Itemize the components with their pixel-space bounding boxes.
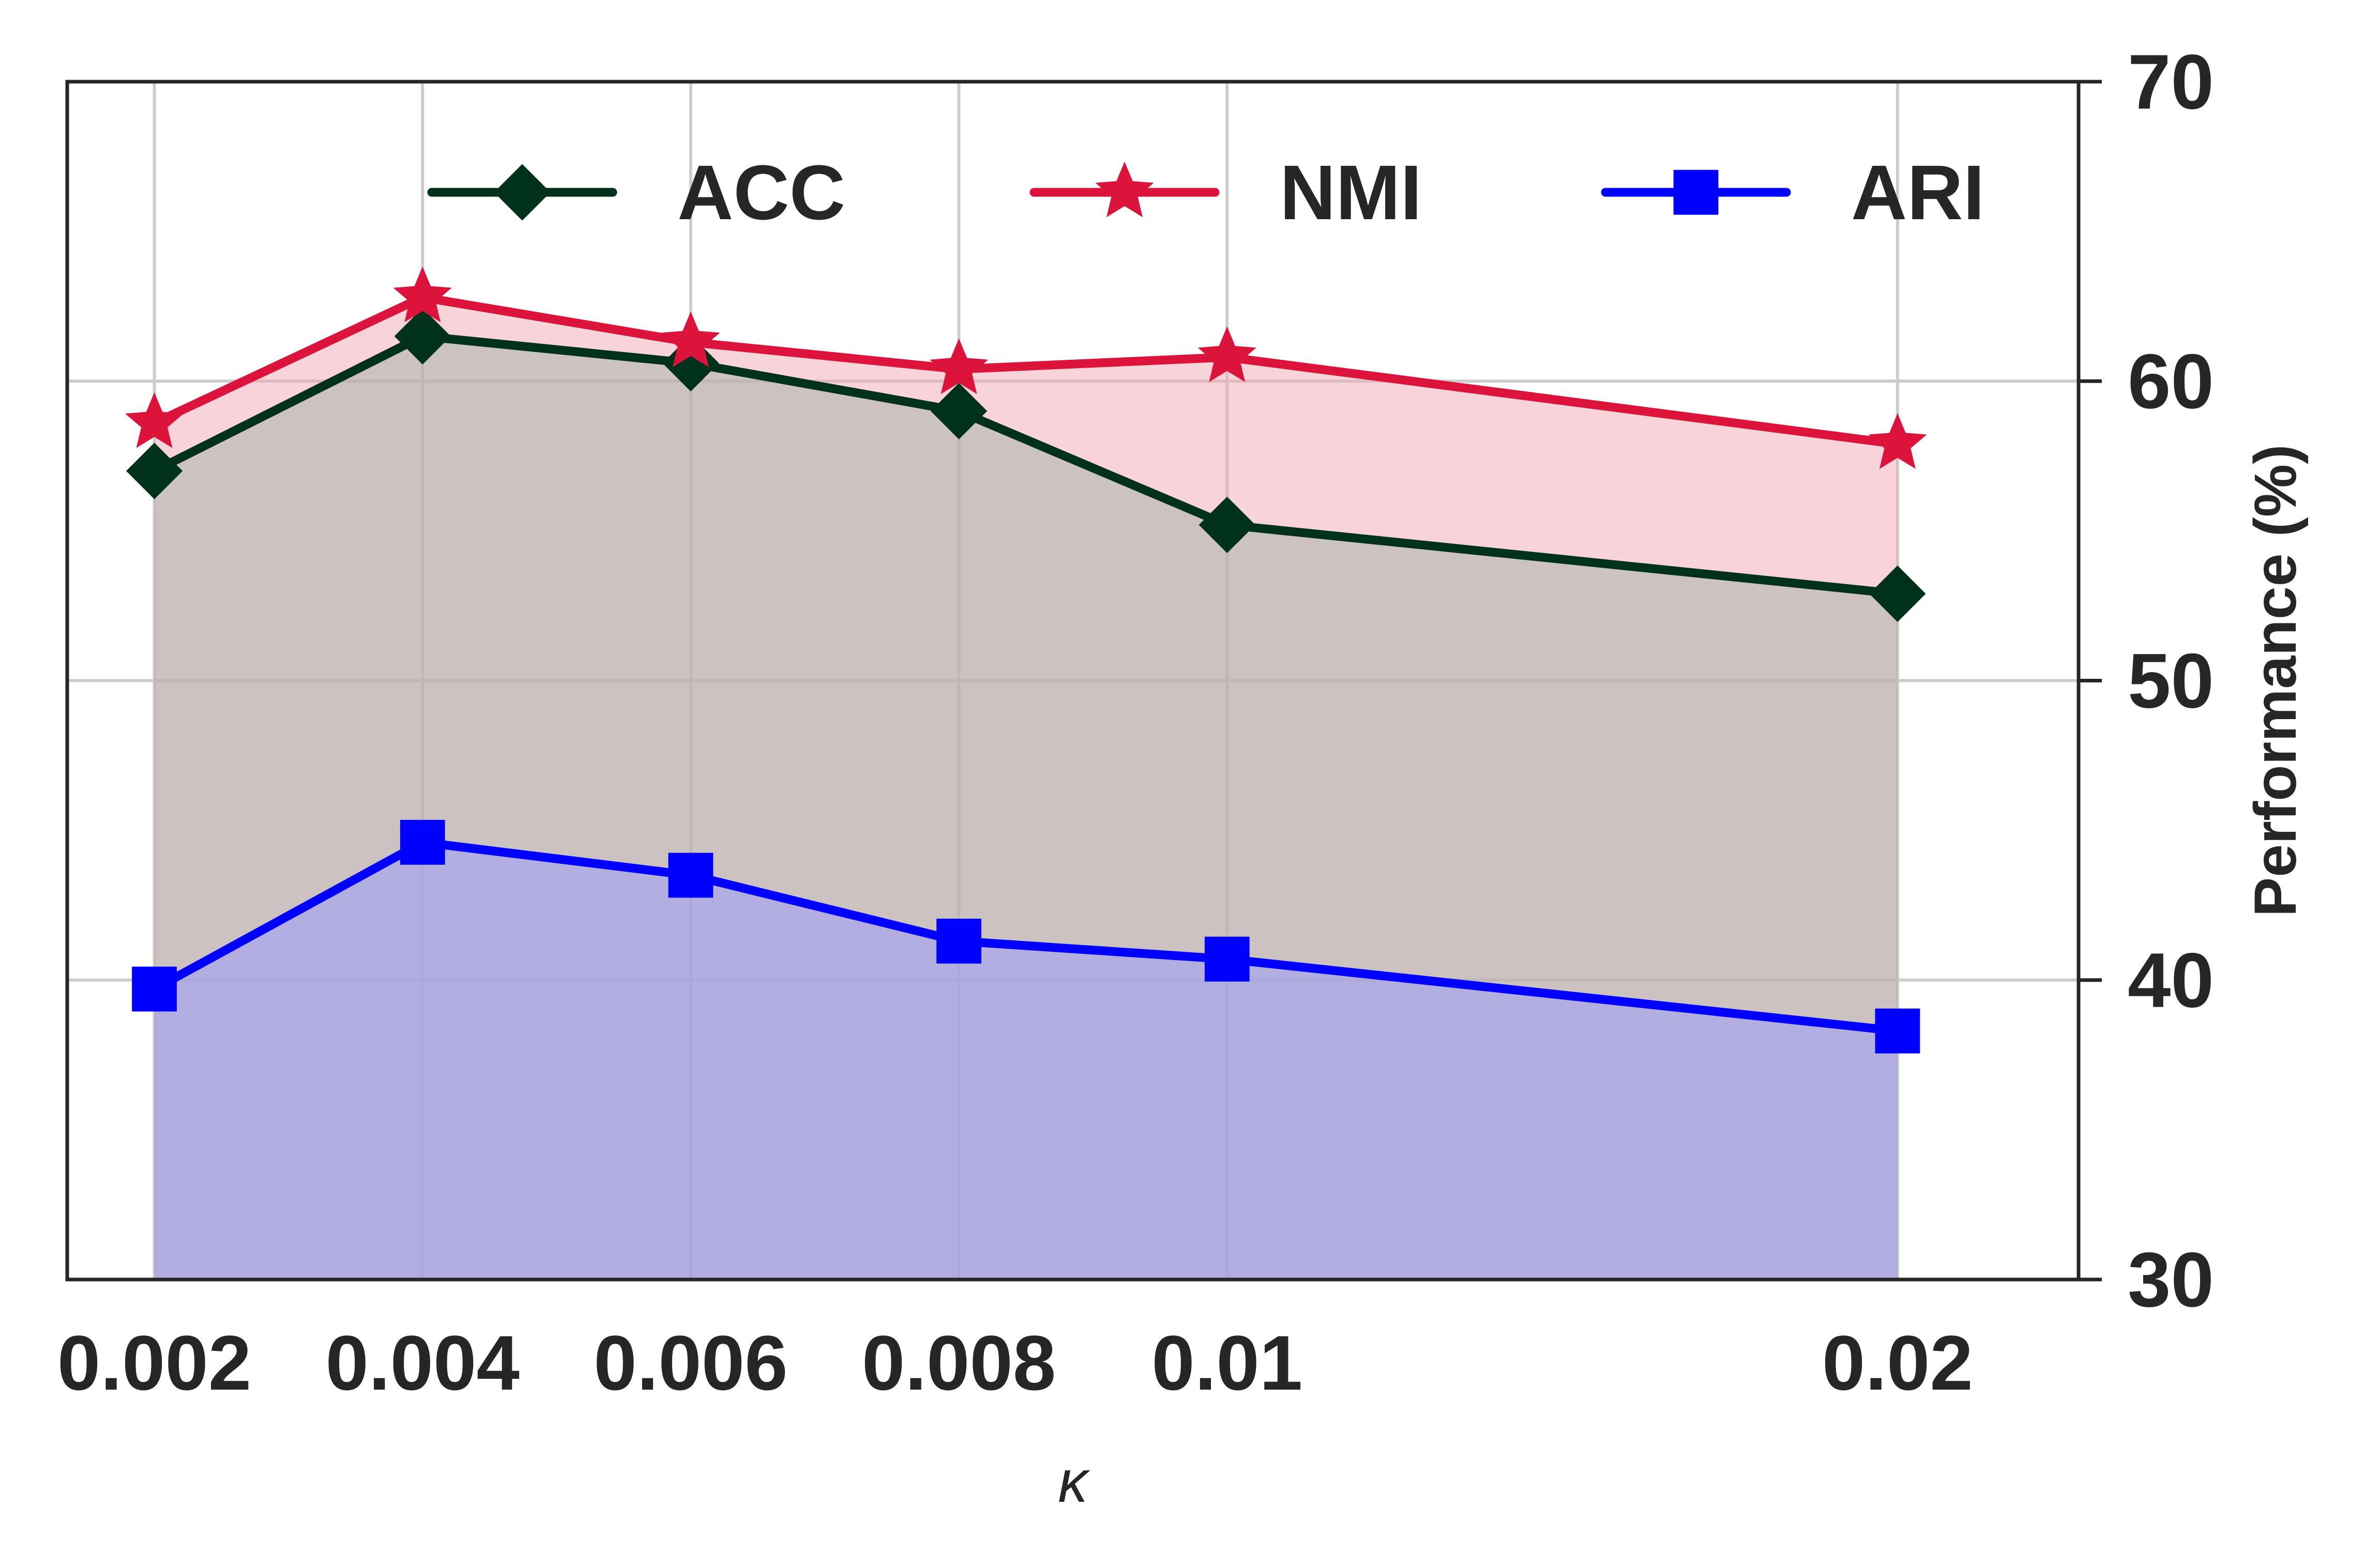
point-acc xyxy=(930,383,988,439)
point-ari xyxy=(1204,936,1250,982)
legend: ACC NMI ARI xyxy=(427,149,1984,236)
x-tick-label: 0.01 xyxy=(1151,1319,1302,1406)
legend-marker-acc xyxy=(494,164,551,221)
series-lines xyxy=(152,293,1898,1036)
x-axis: 0.002 0.004 0.006 0.008 0.01 0.02 xyxy=(57,1319,1973,1406)
x-tick-label: 0.004 xyxy=(326,1319,520,1406)
x-tick-label: 0.008 xyxy=(862,1319,1056,1406)
point-nmi xyxy=(393,266,452,323)
y-tick-label: 50 xyxy=(2128,637,2214,724)
x-tick-label: 0.002 xyxy=(57,1319,251,1406)
y-axis: 30 40 50 60 70 xyxy=(2079,38,2214,1323)
point-acc xyxy=(662,334,719,392)
point-nmi xyxy=(929,338,989,394)
y-tick-label: 60 xyxy=(2128,338,2214,424)
legend-label-nmi: NMI xyxy=(1280,149,1422,236)
point-nmi xyxy=(1197,326,1256,383)
point-nmi xyxy=(1868,413,1927,469)
point-acc xyxy=(1199,496,1255,553)
point-ari xyxy=(668,852,714,898)
series-markers xyxy=(125,266,1927,1054)
x-tick-label: 0.006 xyxy=(594,1319,787,1406)
point-acc xyxy=(394,308,451,364)
line-acc xyxy=(152,331,1898,598)
legend-marker-nmi xyxy=(1095,161,1154,218)
point-ari xyxy=(132,966,177,1012)
fill-ari xyxy=(154,842,1898,1280)
line-nmi xyxy=(152,293,1898,449)
series-fills xyxy=(154,297,1898,1280)
point-ari xyxy=(1875,1008,1920,1054)
y-tick-label: 70 xyxy=(2128,38,2214,125)
point-nmi xyxy=(661,311,720,368)
legend-label-acc: ACC xyxy=(677,149,845,236)
point-ari xyxy=(936,919,981,964)
x-tick-label: 0.02 xyxy=(1822,1319,1973,1406)
y-tick-label: 40 xyxy=(2128,937,2214,1024)
line-ari xyxy=(152,838,1898,1036)
y-tick-label: 30 xyxy=(2128,1236,2214,1323)
point-acc xyxy=(1869,565,1926,622)
legend-marker-ari xyxy=(1673,170,1719,215)
point-ari xyxy=(400,819,445,865)
y-axis-title: Performance (%) xyxy=(2242,445,2309,917)
x-axis-title: κ xyxy=(1058,1449,1090,1515)
point-acc xyxy=(126,443,183,499)
legend-label-ari: ARI xyxy=(1851,149,1984,236)
point-nmi xyxy=(125,392,184,448)
